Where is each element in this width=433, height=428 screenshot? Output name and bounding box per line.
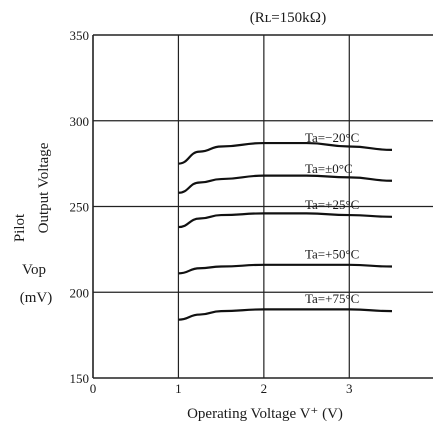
y-axis-title-line2: Output Voltage [36, 142, 52, 233]
y-axis-symbol: Vop [22, 262, 46, 278]
y-axis-title-line1: Pilot [12, 213, 28, 242]
series-line [178, 141, 392, 165]
x-tick-label: 0 [90, 381, 97, 396]
x-tick-label: 1 [175, 381, 182, 396]
grid-layer [92, 34, 433, 379]
series-label: Ta=+50°C [305, 247, 359, 262]
y-tick-label: 300 [70, 114, 90, 129]
series-label: Ta=+75°C [305, 291, 359, 306]
series-line [178, 308, 392, 321]
y-tick-label: 350 [70, 28, 90, 43]
x-tick-label: 2 [261, 381, 268, 396]
curve-layer [178, 141, 392, 321]
series-label: Ta=±0°C [305, 161, 353, 176]
series-line [178, 212, 392, 229]
x-axis-title: Operating Voltage V⁺ (V) [187, 406, 343, 422]
y-axis-unit: (mV) [20, 290, 53, 306]
series-label: Ta=−20°C [305, 130, 359, 145]
y-tick-label: 150 [70, 371, 90, 386]
y-tick-label: 200 [70, 285, 90, 300]
series-line [178, 174, 392, 194]
text-layer: (Rʟ=150kΩ) Operating Voltage V⁺ (V) Pilo… [12, 10, 359, 422]
x-tick-label: 3 [346, 381, 353, 396]
chart-subtitle: (Rʟ=150kΩ) [250, 10, 326, 26]
y-tick-label: 250 [70, 200, 90, 215]
series-line [178, 263, 392, 275]
series-label: Ta=+25°C [305, 197, 359, 212]
